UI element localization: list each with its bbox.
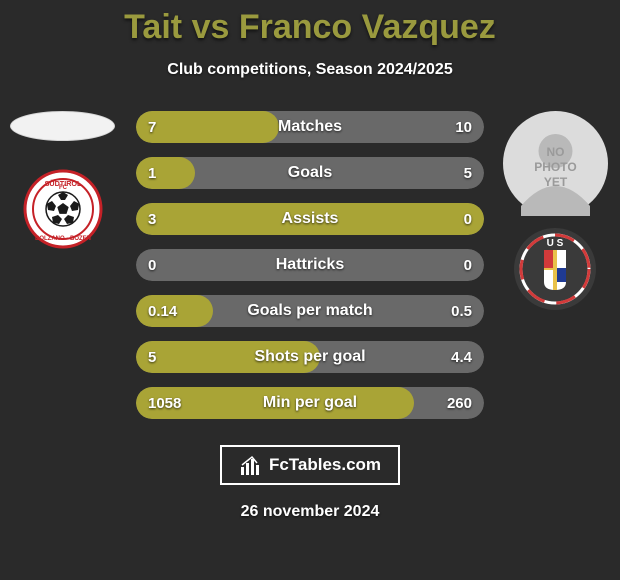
- title-vs: vs: [192, 8, 230, 46]
- left-team-crest-icon: SÜDTIROL BOLZANO · BOZEN FC: [23, 169, 103, 249]
- bar-row: 30Assists: [136, 203, 484, 235]
- title-right-player: Franco Vazquez: [239, 8, 496, 46]
- chart-icon: [239, 453, 263, 477]
- svg-text:FC: FC: [59, 185, 68, 191]
- bar-value-right: 260: [447, 387, 472, 419]
- comparison-content: SÜDTIROL BOLZANO · BOZEN FC NO PHOTO YET: [0, 111, 620, 419]
- bar-value-right: 0.5: [451, 295, 472, 327]
- no-photo-placeholder-icon: NO PHOTO YET: [503, 111, 608, 216]
- right-team-crest-icon: U S: [514, 228, 596, 310]
- svg-text:NO: NO: [546, 145, 564, 159]
- left-player-oval: [10, 111, 115, 141]
- title-left-player: Tait: [124, 8, 182, 46]
- svg-text:PHOTO: PHOTO: [534, 160, 576, 174]
- brand-badge: FcTables.com: [220, 445, 400, 485]
- right-column: NO PHOTO YET U S: [500, 111, 610, 310]
- bar-fill: [136, 203, 484, 235]
- svg-text:U S: U S: [547, 238, 564, 249]
- bar-fill: [136, 157, 195, 189]
- bar-row: 54.4Shots per goal: [136, 341, 484, 373]
- bar-value-left: 1: [148, 157, 156, 189]
- date-text: 26 november 2024: [0, 503, 620, 521]
- bar-row: 0.140.5Goals per match: [136, 295, 484, 327]
- bar-value-right: 5: [464, 157, 472, 189]
- bar-row: 1058260Min per goal: [136, 387, 484, 419]
- bar-fill: [136, 341, 320, 373]
- bar-row: 15Goals: [136, 157, 484, 189]
- subtitle: Club competitions, Season 2024/2025: [0, 61, 620, 79]
- bar-value-left: 3: [148, 203, 156, 235]
- bar-row: 00Hattricks: [136, 249, 484, 281]
- bar-fill: [136, 111, 279, 143]
- bar-track: [136, 249, 484, 281]
- svg-text:BOLZANO · BOZEN: BOLZANO · BOZEN: [35, 236, 91, 242]
- bar-value-left: 0.14: [148, 295, 177, 327]
- page-title: Tait vs Franco Vazquez: [0, 0, 620, 47]
- bar-value-left: 5: [148, 341, 156, 373]
- bar-value-right: 0: [464, 203, 472, 235]
- bar-value-right: 0: [464, 249, 472, 281]
- bars-container: 710Matches15Goals30Assists00Hattricks0.1…: [136, 111, 484, 419]
- bar-value-left: 7: [148, 111, 156, 143]
- left-column: SÜDTIROL BOLZANO · BOZEN FC: [5, 111, 120, 249]
- bar-value-right: 4.4: [451, 341, 472, 373]
- bar-value-right: 10: [455, 111, 472, 143]
- bar-row: 710Matches: [136, 111, 484, 143]
- bar-value-left: 0: [148, 249, 156, 281]
- brand-text: FcTables.com: [269, 455, 381, 475]
- svg-text:YET: YET: [543, 175, 567, 189]
- bar-value-left: 1058: [148, 387, 181, 419]
